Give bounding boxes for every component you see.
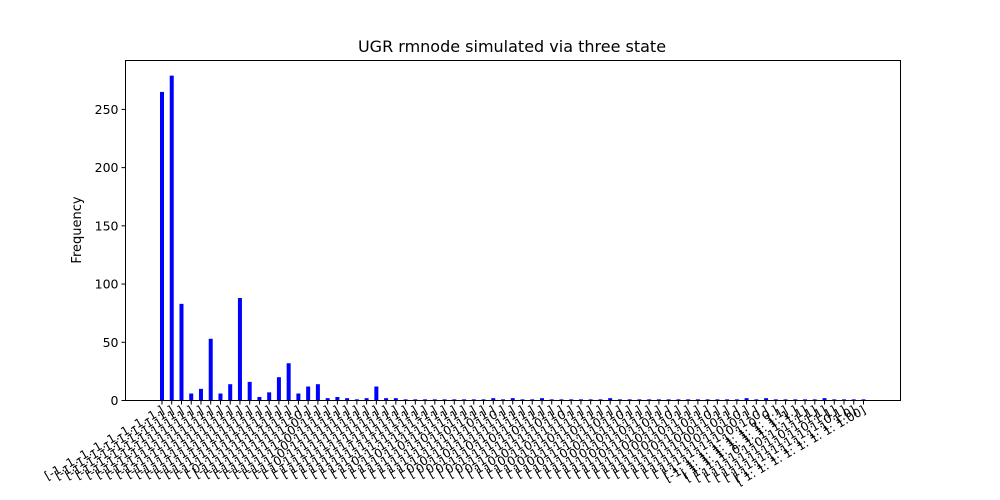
bar bbox=[384, 398, 389, 401]
bar bbox=[803, 399, 808, 401]
y-axis-label: Frequency bbox=[70, 196, 85, 263]
bar bbox=[218, 393, 223, 401]
y-tick-label: 250 bbox=[95, 102, 119, 117]
bar bbox=[608, 398, 613, 401]
bar bbox=[588, 399, 593, 401]
bar bbox=[734, 399, 739, 401]
bar bbox=[315, 384, 320, 401]
y-tick-label: 50 bbox=[103, 335, 119, 350]
bar bbox=[744, 398, 749, 401]
bar bbox=[559, 399, 564, 401]
bar bbox=[423, 399, 428, 401]
bar-series bbox=[160, 75, 866, 401]
bar bbox=[208, 338, 213, 401]
bar bbox=[247, 381, 252, 401]
bar bbox=[501, 399, 506, 401]
bar bbox=[725, 399, 730, 401]
y-axis-ticks: 0 50 100 150 200 250 bbox=[95, 102, 126, 408]
bar bbox=[296, 393, 301, 401]
bar bbox=[832, 399, 837, 401]
bar bbox=[481, 399, 486, 401]
bar bbox=[169, 75, 174, 401]
y-tick-label: 0 bbox=[111, 393, 119, 408]
bar bbox=[686, 399, 691, 401]
bar bbox=[851, 399, 856, 401]
bar bbox=[695, 399, 700, 401]
bar bbox=[471, 399, 476, 401]
y-tick-label: 150 bbox=[95, 218, 119, 233]
bar bbox=[403, 399, 408, 401]
bar bbox=[676, 399, 681, 401]
bar bbox=[627, 399, 632, 401]
bar bbox=[452, 399, 457, 401]
bar bbox=[276, 377, 281, 401]
bar bbox=[442, 399, 447, 401]
bar bbox=[345, 398, 350, 401]
bar bbox=[257, 397, 262, 401]
bar bbox=[267, 392, 272, 401]
bar bbox=[198, 388, 203, 401]
bar bbox=[666, 399, 671, 401]
y-tick-label: 100 bbox=[95, 277, 119, 292]
bar bbox=[617, 399, 622, 401]
bar bbox=[861, 399, 866, 401]
bar bbox=[413, 399, 418, 401]
bar bbox=[549, 399, 554, 401]
bar bbox=[354, 399, 359, 401]
bar bbox=[160, 91, 164, 401]
bar bbox=[237, 298, 242, 401]
bar bbox=[773, 399, 778, 401]
bar bbox=[822, 398, 827, 401]
bar bbox=[598, 399, 603, 401]
bar bbox=[715, 399, 720, 401]
bar bbox=[335, 397, 340, 401]
bar bbox=[764, 398, 769, 401]
bar bbox=[656, 399, 661, 401]
bar bbox=[462, 399, 467, 401]
bar bbox=[306, 386, 311, 401]
bar bbox=[812, 399, 817, 401]
x-axis-ticks: [-1.-1.-1.-1.-1.-1.-1.-1.][-1.-1.-1.-1.-… bbox=[42, 400, 868, 488]
bar bbox=[432, 399, 437, 401]
bar bbox=[364, 398, 369, 401]
bar bbox=[754, 399, 759, 401]
bar bbox=[530, 399, 535, 401]
bar bbox=[578, 399, 583, 401]
bar bbox=[647, 399, 652, 401]
bar bbox=[569, 399, 574, 401]
bar bbox=[705, 399, 710, 401]
bar bbox=[783, 399, 788, 401]
bar bbox=[637, 399, 642, 401]
bar bbox=[189, 393, 194, 401]
bar bbox=[286, 363, 291, 401]
bar bbox=[325, 398, 330, 401]
bar bbox=[491, 398, 496, 401]
bar bbox=[842, 399, 847, 401]
bar bbox=[520, 399, 525, 401]
bar bbox=[793, 399, 798, 401]
bar bbox=[393, 398, 398, 401]
plot-frame bbox=[125, 60, 901, 401]
bar bbox=[510, 398, 515, 401]
bar bbox=[228, 384, 233, 401]
chart-title: UGR rmnode simulated via three state bbox=[358, 37, 666, 56]
bar bbox=[374, 386, 379, 401]
bar bbox=[539, 398, 544, 401]
bar bbox=[179, 303, 184, 401]
y-tick-label: 200 bbox=[95, 160, 119, 175]
